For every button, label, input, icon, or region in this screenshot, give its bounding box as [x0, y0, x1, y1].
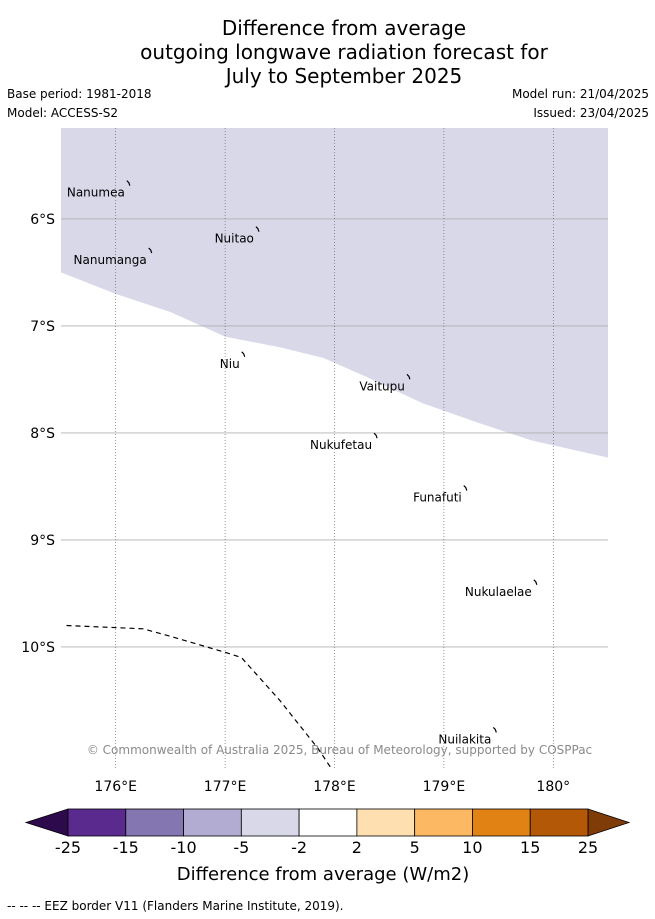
- lat-tick-label: 6°S: [30, 212, 55, 228]
- lat-tick-label: 9°S: [30, 533, 55, 549]
- lat-tick-label: 10°S: [21, 640, 55, 656]
- colorbar-tick-label: 25: [578, 838, 598, 857]
- model-label: Model: ACCESS-S2: [7, 106, 119, 120]
- island-shape: [463, 485, 468, 491]
- colorbar-swatch: [529, 808, 589, 837]
- colorbar-tick-label: 15: [520, 838, 540, 857]
- island-label: Nukulaelae: [465, 585, 532, 599]
- island-shape: [126, 180, 131, 186]
- colorbar-tick-label: -10: [170, 838, 196, 857]
- plot-area: Nanumea Nuitao Nanumanga Niu Vaitupu Nukufeta…: [61, 128, 608, 770]
- colorbar-swatch: [472, 808, 531, 837]
- colorbar-swatch: [125, 808, 184, 837]
- island-label: Nukufetau: [310, 438, 372, 452]
- colorbar-tick-label: 2: [352, 838, 362, 857]
- lon-tick-label: 177°E: [204, 779, 247, 795]
- colorbar-swatch: [67, 808, 127, 837]
- island-label: Nanumanga: [74, 253, 147, 267]
- colorbar-swatch: [183, 808, 242, 837]
- colorbar-title: Difference from average (W/m2): [177, 864, 469, 885]
- issued-label: Issued: 23/04/2025: [533, 106, 649, 120]
- colorbar-tick-label: -25: [55, 838, 81, 857]
- lat-tick-label: 7°S: [30, 319, 55, 335]
- colorbar-swatch: [240, 808, 300, 837]
- copyright-notice: © Commonwealth of Australia 2025, Bureau…: [87, 743, 592, 757]
- title-line-1: Difference from average: [221, 16, 467, 40]
- title-line-2: outgoing longwave radiation forecast for: [140, 40, 548, 64]
- base-period-label: Base period: 1981-2018: [7, 87, 152, 101]
- colorbar-swatch: [298, 808, 358, 837]
- island-label: Funafuti: [413, 491, 462, 505]
- colorbar-swatch: [414, 808, 473, 837]
- island-label: Nuitao: [215, 232, 254, 246]
- colorbar-tick-label: -5: [233, 838, 249, 857]
- island-shape: [255, 226, 260, 232]
- colorbar-extend-high: [587, 808, 631, 837]
- island-shape: [492, 726, 497, 733]
- lon-tick-label: 178°E: [313, 779, 356, 795]
- island-label: Vaitupu: [359, 379, 405, 393]
- colorbar-tick-label: -15: [113, 838, 139, 857]
- eez-border-line: [66, 624, 333, 770]
- island-shape: [148, 247, 153, 254]
- title-line-3: July to September 2025: [225, 64, 463, 88]
- lon-tick-label: 180°: [536, 779, 570, 795]
- island-label: Nuilakita: [438, 732, 491, 746]
- map-axes: 6°S 7°S 8°S 9°S 10°S 176°E 177°E 178°E 179°E 180°: [21, 212, 570, 795]
- lat-tick-label: 8°S: [30, 426, 55, 442]
- colorbar-swatch: [356, 808, 416, 837]
- lon-tick-label: 176°E: [94, 779, 137, 795]
- island-shape: [241, 351, 246, 358]
- island-label: Niu: [220, 357, 240, 371]
- colorbar-extend-low: [24, 808, 69, 837]
- model-run-label: Model run: 21/04/2025: [511, 87, 649, 101]
- island-shape: [533, 579, 538, 585]
- island-shape: [373, 432, 378, 439]
- olr-anomaly-shaded-region: [61, 128, 608, 458]
- eez-legend-footer: -- -- -- EEZ border V11 (Flanders Marine…: [7, 899, 344, 913]
- chart-title: Difference from average outgoing longwav…: [0, 16, 655, 88]
- colorbar-tick-label: 10: [462, 838, 482, 857]
- colorbar-tick-label: 5: [410, 838, 420, 857]
- lon-tick-label: 179°E: [423, 779, 466, 795]
- island-shape: [406, 373, 411, 380]
- island-label: Nanumea: [67, 186, 125, 200]
- map-panel: Nanumea Nuitao Nanumanga Niu Vaitupu Nukufeta…: [61, 128, 608, 770]
- colorbar-tick-label: -2: [291, 838, 307, 857]
